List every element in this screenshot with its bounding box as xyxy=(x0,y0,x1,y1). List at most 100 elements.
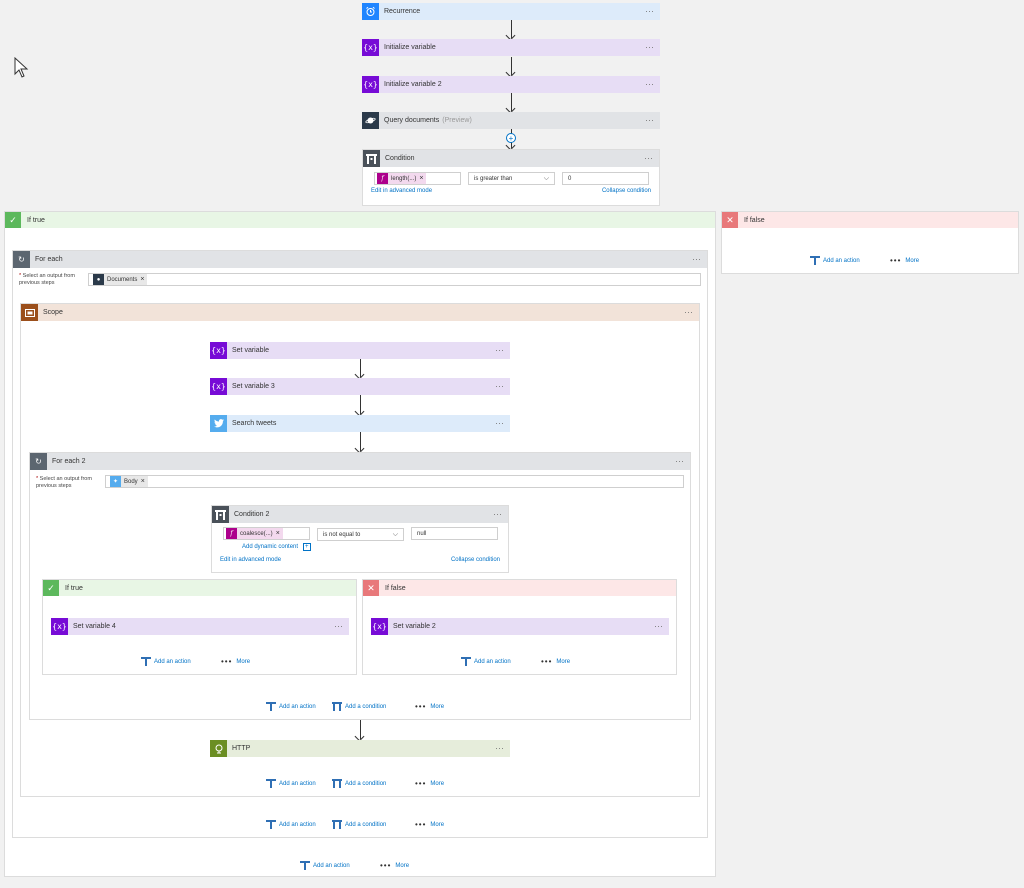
condition-menu-icon[interactable]: ··· xyxy=(644,153,653,163)
recurrence-card[interactable]: Recurrence ··· xyxy=(362,3,660,20)
set-variable-3-menu-icon[interactable]: ··· xyxy=(495,381,504,391)
set-variable-menu-icon[interactable]: ··· xyxy=(495,345,504,355)
scope-menu-icon[interactable]: ··· xyxy=(684,307,693,317)
more-label: More xyxy=(236,658,251,665)
condition-right-operand[interactable]: 0 xyxy=(562,172,649,185)
edit-advanced-mode-link[interactable]: Edit in advanced mode xyxy=(371,188,433,194)
condition-2-panel: Condition 2 ··· f coalesce(...) × is not… xyxy=(211,505,509,573)
add-an-action-button[interactable]: Add an action xyxy=(266,779,316,788)
add-an-action-button[interactable]: Add an action xyxy=(141,657,191,666)
add-an-action-label: Add an action xyxy=(474,658,511,665)
condition-header[interactable]: Condition ··· xyxy=(363,150,659,167)
http-card[interactable]: HTTP ··· xyxy=(210,740,510,757)
for-each-2-menu-icon[interactable]: ··· xyxy=(675,456,684,466)
for-each-menu-icon[interactable]: ··· xyxy=(692,254,701,264)
mouse-cursor-icon xyxy=(14,57,29,78)
for-each-header[interactable]: ↻ For each ··· xyxy=(13,251,707,268)
connector-arrow xyxy=(360,432,361,451)
more-button[interactable]: ••• More xyxy=(415,702,444,711)
add-a-condition-button[interactable]: Add a condition xyxy=(332,779,386,788)
add-an-action-button[interactable]: Add an action xyxy=(266,702,316,711)
add-action-icon xyxy=(141,657,151,666)
add-a-condition-label: Add a condition xyxy=(345,703,387,710)
coalesce-token-label: coalesce(...) xyxy=(240,530,273,537)
add-an-action-button[interactable]: Add an action xyxy=(810,256,860,265)
remove-token-icon[interactable]: × xyxy=(419,175,424,182)
select-label-line1: Select an output from xyxy=(39,476,92,482)
add-action-icon xyxy=(266,779,276,788)
condition-2-right-operand[interactable]: null xyxy=(411,527,498,540)
add-an-action-button[interactable]: Add an action xyxy=(461,657,511,666)
set-variable-2-menu-icon[interactable]: ··· xyxy=(654,621,663,631)
condition-2-menu-icon[interactable]: ··· xyxy=(493,509,502,519)
more-button[interactable]: ••• More xyxy=(221,657,250,666)
operator-2-value: is not equal to xyxy=(323,531,361,538)
more-button[interactable]: ••• More xyxy=(380,861,409,870)
right-operand-value: 0 xyxy=(568,175,572,182)
add-an-action-button[interactable]: Add an action xyxy=(266,820,316,829)
set-variable-2-card[interactable]: {x} Set variable 2 ··· xyxy=(371,618,669,635)
add-action-icon xyxy=(300,861,310,870)
query-documents-menu-icon[interactable]: ··· xyxy=(645,115,654,125)
add-dynamic-content-link[interactable]: Add dynamic content + xyxy=(242,543,311,551)
set-variable-3-card[interactable]: {x} Set variable 3 ··· xyxy=(210,378,510,395)
for-each-input[interactable]: ● Documents × xyxy=(88,273,701,286)
initialize-variable-2-card[interactable]: {x} Initialize variable 2 ··· xyxy=(362,76,660,93)
more-button[interactable]: ••• More xyxy=(541,657,570,666)
add-action-icon xyxy=(461,657,471,666)
condition-icon xyxy=(212,506,229,523)
body-token[interactable]: ✦ Body × xyxy=(110,476,148,487)
add-a-condition-label: Add a condition xyxy=(345,780,387,787)
add-a-condition-button[interactable]: Add a condition xyxy=(332,702,386,711)
collapse-condition-link[interactable]: Collapse condition xyxy=(450,557,500,563)
add-an-action-button[interactable]: Add an action xyxy=(300,861,350,870)
set-variable-4-card[interactable]: {x} Set variable 4 ··· xyxy=(51,618,349,635)
condition-2-left-operand[interactable]: f coalesce(...) × xyxy=(223,527,310,540)
query-documents-card[interactable]: Query documents (Preview) ··· xyxy=(362,112,660,129)
length-expression-token[interactable]: f length(...) × xyxy=(377,173,427,184)
loop-icon: ↻ xyxy=(30,453,47,470)
documents-token[interactable]: ● Documents × xyxy=(93,274,148,285)
operator-value: is greater than xyxy=(474,175,513,182)
collapse-condition-link[interactable]: Collapse condition xyxy=(601,188,651,194)
more-button[interactable]: ••• More xyxy=(415,820,444,829)
condition-left-operand[interactable]: f length(...) × xyxy=(374,172,461,185)
remove-token-icon[interactable]: × xyxy=(140,276,145,283)
search-tweets-menu-icon[interactable]: ··· xyxy=(495,418,504,428)
scope-header[interactable]: Scope ··· xyxy=(21,304,699,321)
add-an-action-label: Add an action xyxy=(279,821,316,828)
for-each-select-label: * Select an output from previous steps xyxy=(19,273,75,287)
search-tweets-card[interactable]: Search tweets ··· xyxy=(210,415,510,432)
condition-2-operator-select[interactable]: is not equal to ⌵ xyxy=(317,528,404,541)
more-dots-icon: ••• xyxy=(541,657,553,666)
inner-if-true-header: ✓ If true xyxy=(43,580,356,596)
initialize-variable-menu-icon[interactable]: ··· xyxy=(645,42,654,52)
more-button[interactable]: ••• More xyxy=(890,256,919,265)
condition-operator-select[interactable]: is greater than ⌵ xyxy=(468,172,555,185)
initialize-variable-2-menu-icon[interactable]: ··· xyxy=(645,79,654,89)
http-menu-icon[interactable]: ··· xyxy=(495,743,504,753)
bird-icon xyxy=(210,415,227,432)
select-label-line2: previous steps xyxy=(19,280,55,286)
add-action-icon xyxy=(266,702,276,711)
more-dots-icon: ••• xyxy=(415,779,427,788)
for-each-2-header[interactable]: ↻ For each 2 ··· xyxy=(30,453,690,470)
more-button[interactable]: ••• More xyxy=(415,779,444,788)
edit-advanced-mode-link[interactable]: Edit in advanced mode xyxy=(220,557,282,563)
initialize-variable-card[interactable]: {x} Initialize variable ··· xyxy=(362,39,660,56)
curly-braces-x-icon: {x} xyxy=(371,618,388,635)
initialize-variable-2-label: Initialize variable 2 xyxy=(384,81,442,88)
more-label: More xyxy=(905,257,920,264)
required-mark: * xyxy=(19,273,22,279)
condition-2-header[interactable]: Condition 2 ··· xyxy=(212,506,508,523)
insert-step-plus-icon[interactable]: + xyxy=(506,133,516,143)
coalesce-expression-token[interactable]: f coalesce(...) × xyxy=(226,528,283,539)
scope-label: Scope xyxy=(43,309,63,316)
set-variable-card[interactable]: {x} Set variable ··· xyxy=(210,342,510,359)
add-a-condition-button[interactable]: Add a condition xyxy=(332,820,386,829)
remove-token-icon[interactable]: × xyxy=(140,478,145,485)
remove-token-icon[interactable]: × xyxy=(275,530,280,537)
for-each-2-input[interactable]: ✦ Body × xyxy=(105,475,684,488)
set-variable-4-menu-icon[interactable]: ··· xyxy=(334,621,343,631)
recurrence-menu-icon[interactable]: ··· xyxy=(645,6,654,16)
